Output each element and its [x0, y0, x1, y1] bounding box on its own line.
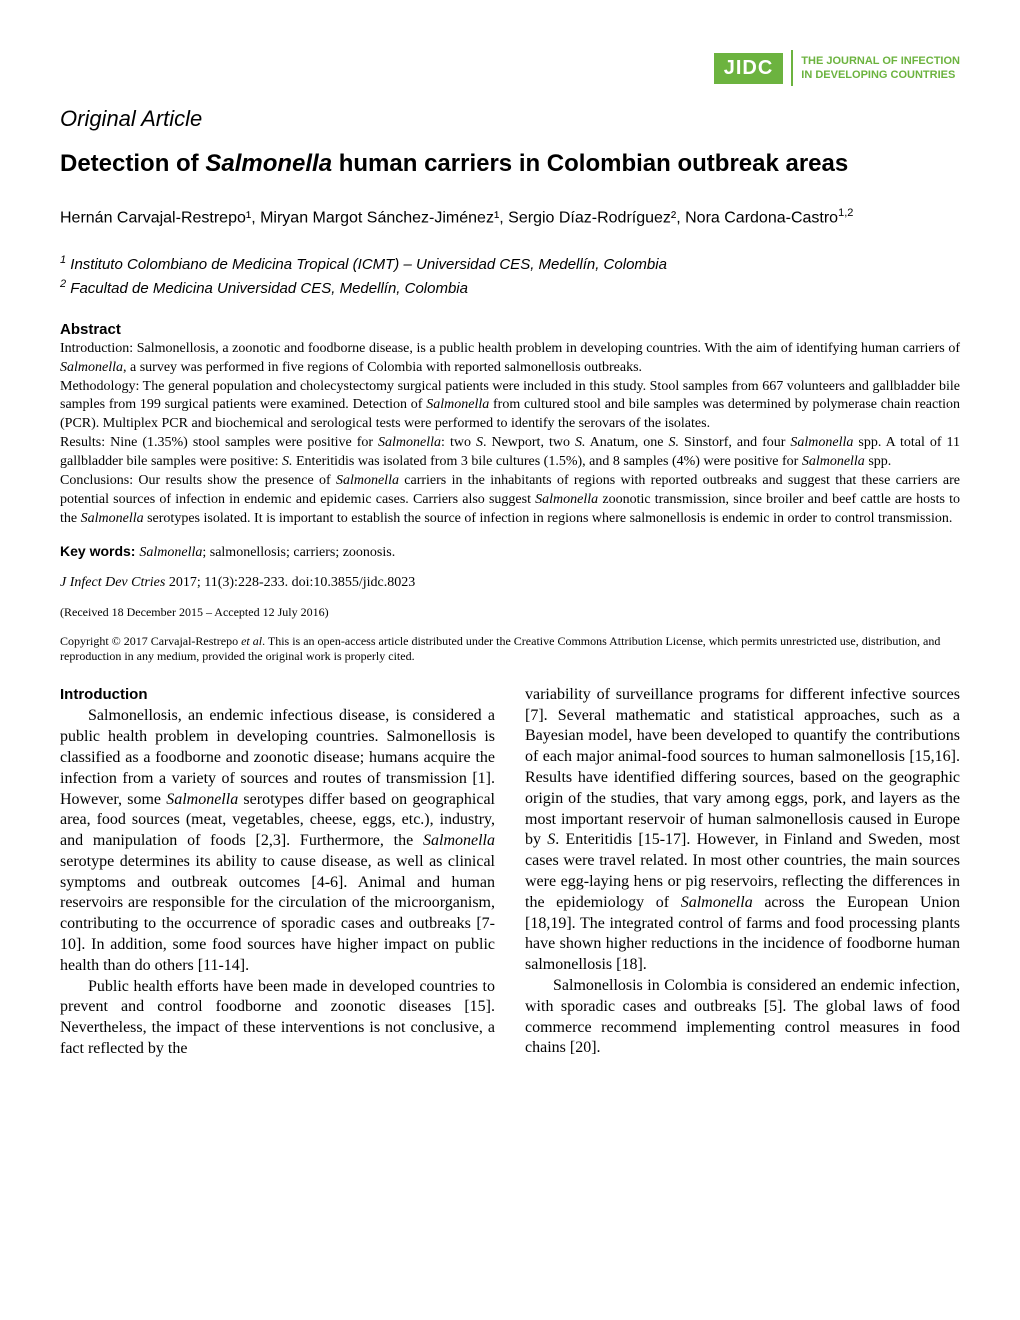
keywords-italic: Salmonella	[139, 545, 202, 560]
abstract-results-h: S.	[669, 435, 680, 450]
col2-para2: Salmonellosis in Colombia is considered …	[525, 976, 960, 1059]
abstract-results-b: Salmonella	[378, 435, 441, 450]
abstract-results-m: Enteritidis was isolated from 3 bile cul…	[293, 454, 802, 469]
authors-text: Hernán Carvajal-Restrepo¹, Miryan Margot…	[60, 209, 838, 226]
keywords-rest: ; salmonellosis; carriers; zoonosis.	[202, 545, 395, 560]
intro-heading: Introduction	[60, 685, 495, 705]
journal-logo: JIDC THE JOURNAL OF INFECTION IN DEVELOP…	[714, 50, 960, 86]
body-columns: Introduction Salmonellosis, an endemic i…	[60, 685, 960, 1060]
abstract-concl-b: Salmonella	[336, 473, 399, 488]
abstract-results-l: S.	[282, 454, 293, 469]
authors: Hernán Carvajal-Restrepo¹, Miryan Margot…	[60, 206, 960, 230]
abstract-concl-f: Salmonella	[81, 511, 144, 526]
right-column: variability of surveillance programs for…	[525, 685, 960, 1060]
article-dates: (Received 18 December 2015 – Accepted 12…	[60, 605, 960, 620]
logo-abbrev: JIDC	[714, 53, 784, 84]
abstract-intro-italic: Salmonella	[60, 360, 123, 375]
col2-p1-d: Salmonella	[681, 894, 753, 911]
article-title: Detection of Salmonella human carriers i…	[60, 150, 960, 178]
left-column: Introduction Salmonellosis, an endemic i…	[60, 685, 495, 1060]
copyright-b: et al	[241, 634, 262, 648]
keywords-label: Key words:	[60, 543, 139, 559]
copyright: Copyright © 2017 Carvajal-Restrepo et al…	[60, 634, 960, 665]
abstract-results-e: . Newport, two	[483, 435, 575, 450]
citation-journal: J Infect Dev Ctries	[60, 575, 165, 590]
col1-para2: Public health efforts have been made in …	[60, 977, 495, 1060]
affiliation-1: 1 Instituto Colombiano de Medicina Tropi…	[60, 252, 960, 277]
abstract-concl-g: serotypes isolated. It is important to e…	[144, 511, 953, 526]
abstract-body: Introduction: Salmonellosis, a zoonotic …	[60, 340, 960, 529]
affiliations: 1 Instituto Colombiano de Medicina Tropi…	[60, 252, 960, 301]
authors-sup: 1,2	[838, 207, 853, 219]
abstract-results-f: S.	[575, 435, 586, 450]
abstract-method-italic: Salmonella	[426, 397, 489, 412]
article-type: Original Article	[60, 106, 960, 132]
keywords: Key words: Salmonella; salmonellosis; ca…	[60, 543, 960, 561]
abstract-intro-end: , a survey was performed in five regions…	[123, 360, 642, 375]
logo-line2: IN DEVELOPING COUNTRIES	[801, 68, 960, 82]
abstract-concl-d: Salmonella	[535, 492, 598, 507]
copyright-a: Copyright © 2017 Carvajal-Restrepo	[60, 634, 241, 648]
title-suffix: human carriers in Colombian outbreak are…	[332, 150, 848, 177]
logo-divider	[791, 50, 793, 86]
abstract-results-o: spp.	[865, 454, 891, 469]
abstract-results-n: Salmonella	[802, 454, 865, 469]
abstract-results-j: Salmonella	[790, 435, 853, 450]
journal-logo-container: JIDC THE JOURNAL OF INFECTION IN DEVELOP…	[60, 50, 960, 86]
abstract-heading: Abstract	[60, 321, 960, 338]
col1-p1-b: Salmonella	[166, 791, 238, 808]
abstract-intro-a: Introduction: Salmonellosis, a zoonotic …	[60, 341, 960, 356]
abstract-results-i: Sinstorf, and four	[679, 435, 790, 450]
aff1-text: Instituto Colombiano de Medicina Tropica…	[66, 256, 667, 273]
col1-para1: Salmonellosis, an endemic infectious dis…	[60, 706, 495, 976]
citation: J Infect Dev Ctries 2017; 11(3):228-233.…	[60, 575, 960, 591]
col1-p1-d: Salmonella	[423, 832, 495, 849]
title-italic: Salmonella	[205, 150, 332, 177]
abstract-results-d: S	[476, 435, 483, 450]
logo-line1: THE JOURNAL OF INFECTION	[801, 54, 960, 68]
abstract-results-a: Results: Nine (1.35%) stool samples were…	[60, 435, 378, 450]
title-prefix: Detection of	[60, 150, 205, 177]
abstract-concl-a: Conclusions: Our results show the presen…	[60, 473, 336, 488]
logo-fullname: THE JOURNAL OF INFECTION IN DEVELOPING C…	[801, 54, 960, 83]
citation-rest: 2017; 11(3):228-233. doi:10.3855/jidc.80…	[165, 575, 415, 590]
abstract-results-g: Anatum, one	[585, 435, 668, 450]
col1-p1-e: serotype determines its ability to cause…	[60, 853, 495, 974]
aff2-text: Facultad de Medicina Universidad CES, Me…	[66, 280, 468, 297]
col2-para1: variability of surveillance programs for…	[525, 685, 960, 976]
affiliation-2: 2 Facultad de Medicina Universidad CES, …	[60, 276, 960, 301]
col2-p1-a: variability of surveillance programs for…	[525, 686, 960, 849]
abstract-results-c: : two	[441, 435, 476, 450]
